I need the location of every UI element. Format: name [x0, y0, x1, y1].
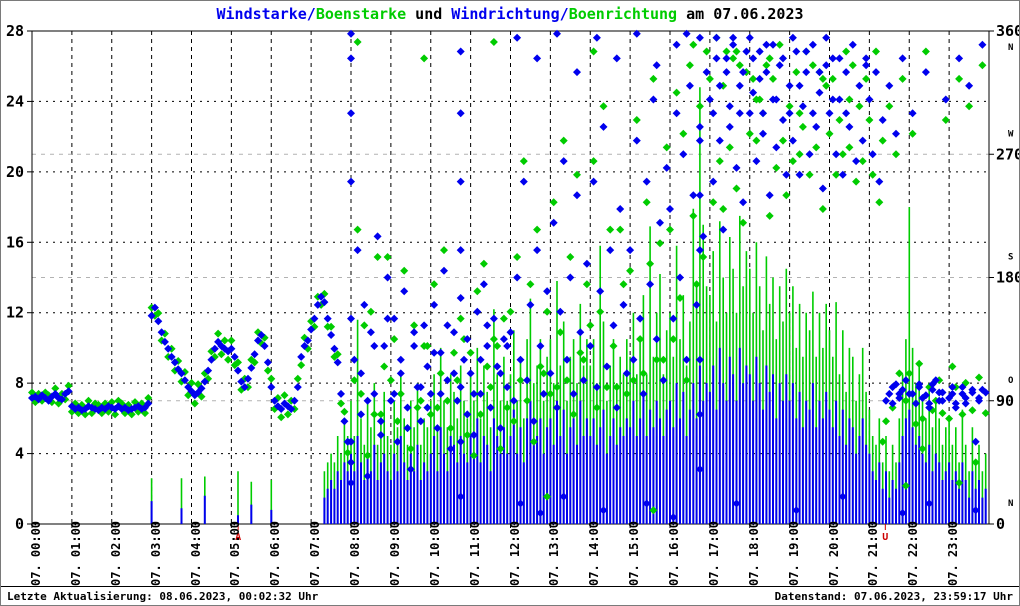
svg-text:N: N: [1008, 499, 1013, 509]
data-state-text: Datenstand: 07.06.2023, 23:59:17 Uhr: [774, 589, 1013, 603]
title-segment: Windrichtung/: [451, 5, 569, 23]
x-axis-tick-label: 07. 20:00: [826, 520, 841, 586]
status-bar: Letzte Aktualisierung: 08.06.2023, 00:02…: [1, 586, 1019, 605]
x-axis-tick-label: 07. 22:00: [906, 520, 921, 586]
title-segment: am 07.06.2023: [677, 5, 804, 23]
x-axis-tick-label: 07. 02:00: [108, 520, 123, 586]
svg-text:W: W: [1008, 129, 1014, 139]
x-axis-tick-label: 07. 05:00: [228, 520, 243, 586]
title-segment: Windstarke/: [216, 5, 316, 23]
x-axis-tick-label: 07. 18:00: [746, 520, 761, 586]
svg-text:12: 12: [6, 304, 24, 322]
x-axis-tick-label: 07. 00:00: [29, 520, 43, 586]
x-axis-tick-label: 07. 16:00: [667, 520, 681, 586]
title-segment: Boenstarke: [315, 5, 407, 23]
title-segment: und: [406, 5, 452, 23]
svg-text:8: 8: [15, 374, 24, 392]
x-axis-tick-label: 07. 19:00: [786, 520, 801, 586]
last-update-text: Letzte Aktualisierung: 08.06.2023, 00:02…: [7, 589, 319, 603]
svg-text:20: 20: [6, 163, 24, 181]
x-axis-tick-label: 07. 06:00: [268, 520, 283, 586]
x-axis-tick-label: 07. 11:00: [467, 520, 482, 586]
svg-text:180: 180: [996, 269, 1020, 287]
svg-text:N: N: [1008, 43, 1013, 53]
x-axis-tick-label: 07. 03:00: [148, 520, 163, 586]
boenstarke-impulses: [150, 87, 987, 524]
svg-text:S: S: [1008, 253, 1013, 263]
svg-text:90: 90: [996, 392, 1014, 410]
x-axis-tick-label: 07. 08:00: [348, 520, 362, 586]
chart-title: Windstarke/Boenstarke und Windrichtung/B…: [1, 5, 1019, 23]
x-axis-tick-label: 07. 04:00: [188, 520, 203, 586]
svg-text:0: 0: [996, 515, 1005, 533]
svg-text:0: 0: [15, 515, 24, 533]
svg-text:270: 270: [996, 145, 1020, 163]
svg-text:U: U: [882, 532, 888, 543]
x-axis-tick-label: 07. 14:00: [587, 520, 602, 586]
x-axis-tick-label: 07. 15:00: [627, 520, 642, 586]
svg-text:A: A: [235, 532, 241, 543]
svg-text:O: O: [1008, 376, 1014, 386]
svg-text:16: 16: [6, 233, 24, 251]
x-axis-tick-label: 07. 21:00: [866, 520, 881, 586]
x-axis-tick-label: 07. 01:00: [68, 520, 83, 586]
x-axis-tick-label: 07. 10:00: [427, 520, 442, 586]
svg-text:4: 4: [15, 445, 24, 463]
windstarke-impulses: [150, 347, 987, 524]
x-axis-tick-label: 07. 07:00: [308, 520, 323, 586]
title-segment: Boenrichtung: [568, 5, 678, 23]
x-axis-tick-label: 07. 09:00: [387, 520, 402, 586]
svg-text:360: 360: [996, 22, 1020, 40]
x-axis-tick-label: 07. 23:00: [946, 520, 961, 586]
x-axis-tick-label: 07. 12:00: [507, 520, 522, 586]
x-axis-tick-label: 07. 17:00: [706, 520, 721, 586]
x-axis-tick-label: 07. 13:00: [547, 520, 562, 586]
svg-text:24: 24: [6, 92, 24, 110]
svg-text:28: 28: [6, 22, 24, 40]
